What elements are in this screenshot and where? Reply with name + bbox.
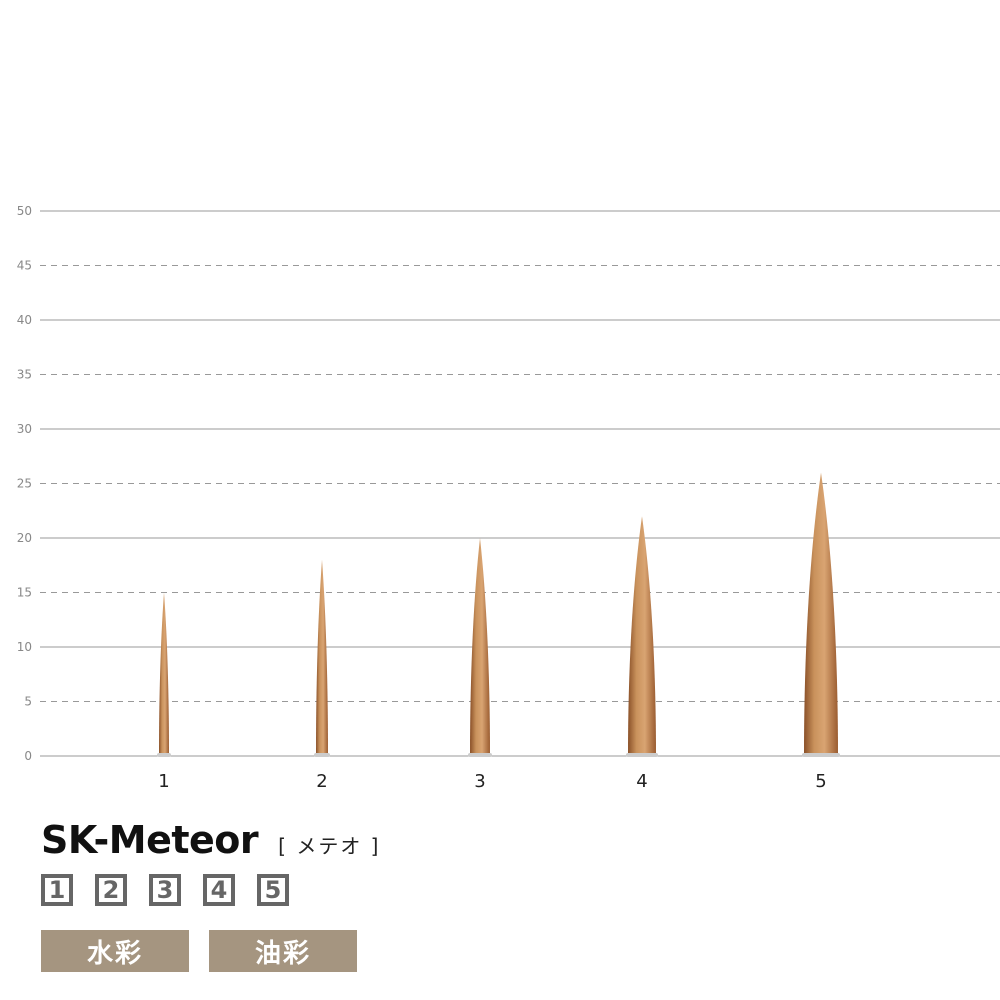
brush-ferrule <box>314 753 330 757</box>
brush-ferrule <box>802 753 840 757</box>
use-tag-oil: 油彩 <box>209 930 357 972</box>
brush-bar-1 <box>159 592 169 756</box>
brush-bar-3 <box>470 538 490 756</box>
y-tick-label: 15 <box>17 586 32 600</box>
product-reading: [ メテオ ] <box>278 834 381 858</box>
y-tick-label: 5 <box>24 695 32 709</box>
product-name: SK-Meteor <box>41 818 259 862</box>
y-tick-label: 10 <box>17 640 32 654</box>
product-title-row: SK-Meteor [ メテオ ] <box>41 818 380 862</box>
size-badge: 2 <box>95 874 127 906</box>
y-tick-label: 50 <box>17 204 32 218</box>
y-tick-label: 0 <box>24 749 32 763</box>
size-badge: 1 <box>41 874 73 906</box>
brush-ferrule <box>626 753 658 757</box>
y-tick-label: 25 <box>17 477 32 491</box>
y-tick-label: 40 <box>17 313 32 327</box>
y-tick-label: 45 <box>17 259 32 273</box>
y-tick-label: 35 <box>17 368 32 382</box>
use-tag-watercolor: 水彩 <box>41 930 189 972</box>
x-tick-label: 1 <box>158 771 169 792</box>
size-badge: 5 <box>257 874 289 906</box>
brush-bar-5 <box>804 472 838 756</box>
brush-ferrule <box>468 753 492 757</box>
y-tick-label: 30 <box>17 422 32 436</box>
size-list: 1 2 3 4 5 <box>41 874 289 906</box>
x-tick-label: 5 <box>815 771 826 792</box>
x-tick-label: 3 <box>474 771 485 792</box>
x-tick-label: 4 <box>636 771 647 792</box>
y-tick-label: 20 <box>17 531 32 545</box>
brush-bar-4 <box>628 516 656 756</box>
size-badge: 4 <box>203 874 235 906</box>
brush-bar-2 <box>316 559 328 756</box>
brush-ferrule <box>157 753 171 757</box>
x-tick-label: 2 <box>316 771 327 792</box>
use-tags: 水彩 油彩 <box>41 930 357 972</box>
size-badge: 3 <box>149 874 181 906</box>
